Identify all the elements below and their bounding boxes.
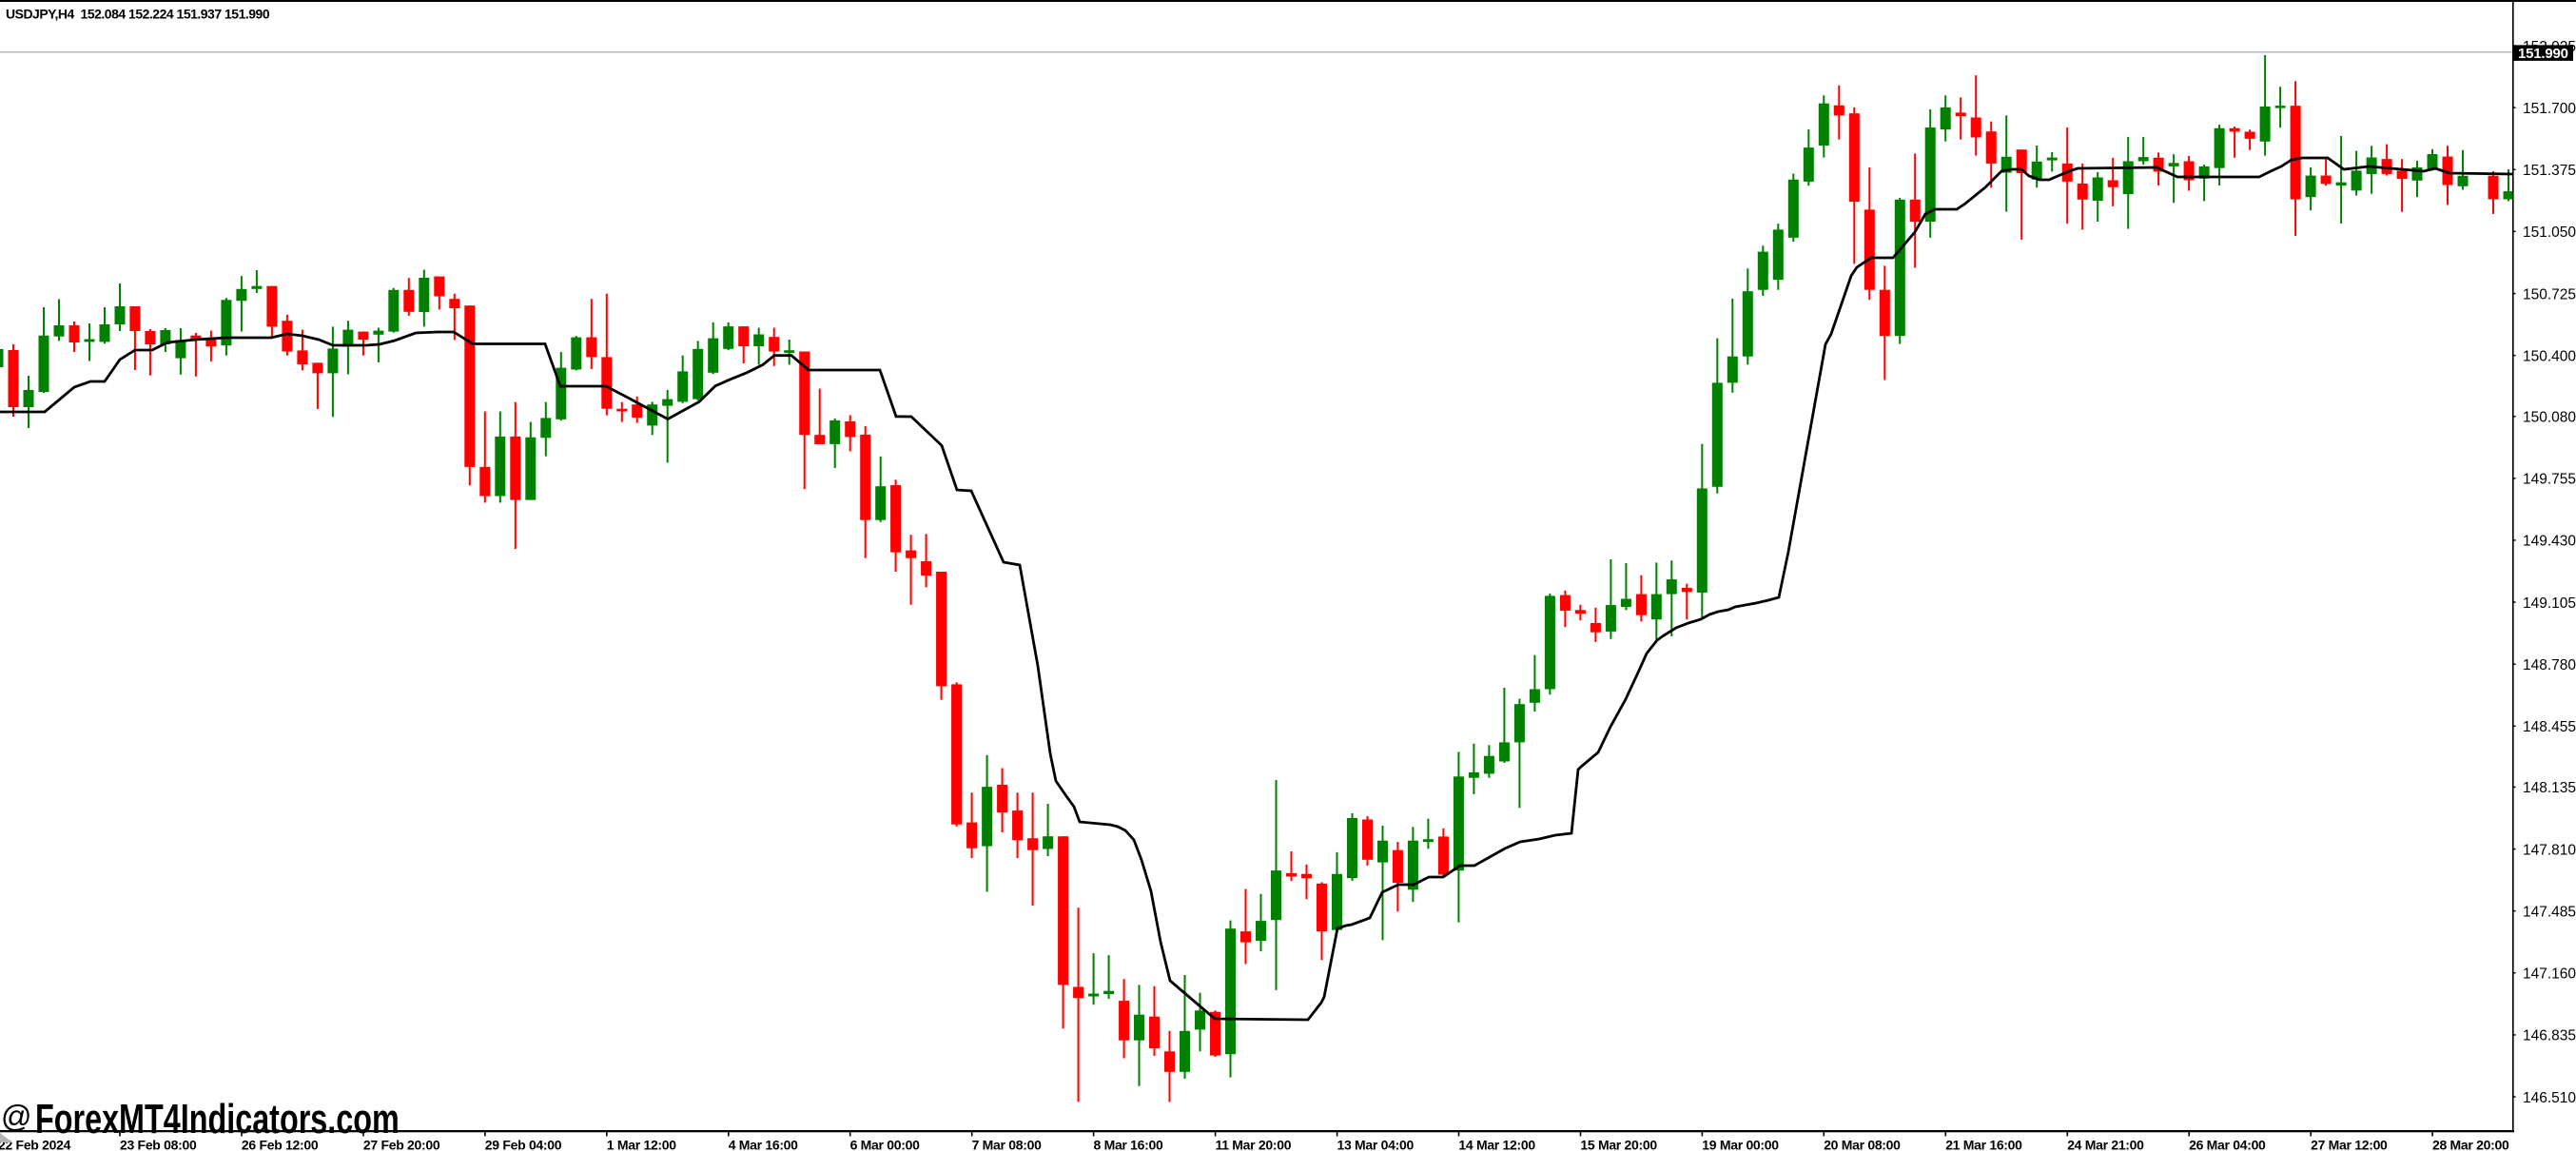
svg-text:146.510: 146.510 (2523, 1090, 2576, 1106)
svg-text:148.780: 148.780 (2523, 657, 2576, 673)
svg-text:151.990: 151.990 (2518, 46, 2568, 62)
svg-text:148.135: 148.135 (2523, 780, 2576, 796)
svg-text:1 Mar 12:00: 1 Mar 12:00 (607, 1138, 676, 1151)
svg-text:6 Mar 00:00: 6 Mar 00:00 (850, 1138, 920, 1151)
svg-text:11 Mar 20:00: 11 Mar 20:00 (1216, 1138, 1292, 1151)
svg-text:ForexMT4Indicators.com: ForexMT4Indicators.com (35, 1096, 400, 1142)
svg-text:26 Feb 12:00: 26 Feb 12:00 (242, 1138, 319, 1151)
svg-text:13 Mar 04:00: 13 Mar 04:00 (1337, 1138, 1415, 1151)
svg-text:151.375: 151.375 (2523, 163, 2576, 179)
svg-text:26 Mar 04:00: 26 Mar 04:00 (2189, 1138, 2266, 1151)
svg-text:150.080: 150.080 (2523, 410, 2576, 426)
svg-text:148.455: 148.455 (2523, 719, 2576, 735)
svg-text:20 Mar 08:00: 20 Mar 08:00 (1824, 1138, 1901, 1151)
svg-text:22 Feb 2024: 22 Feb 2024 (0, 1138, 71, 1151)
svg-text:149.430: 149.430 (2523, 534, 2576, 550)
svg-text:147.160: 147.160 (2523, 966, 2576, 983)
svg-text:USDJPY,H4 152.084 152.224 151: USDJPY,H4 152.084 152.224 151.937 151.99… (6, 6, 270, 21)
svg-text:15 Mar 20:00: 15 Mar 20:00 (1580, 1138, 1657, 1151)
svg-text:149.755: 149.755 (2523, 472, 2576, 488)
svg-text:7 Mar 08:00: 7 Mar 08:00 (972, 1138, 1042, 1151)
svg-text:151.050: 151.050 (2523, 224, 2576, 241)
svg-text:4 Mar 16:00: 4 Mar 16:00 (729, 1138, 798, 1151)
svg-text:24 Mar 21:00: 24 Mar 21:00 (2067, 1138, 2144, 1151)
svg-text:29 Feb 04:00: 29 Feb 04:00 (485, 1138, 562, 1151)
svg-text:23 Feb 08:00: 23 Feb 08:00 (120, 1138, 197, 1151)
svg-text:21 Mar 16:00: 21 Mar 16:00 (1945, 1138, 2022, 1151)
svg-text:147.810: 147.810 (2523, 842, 2576, 858)
svg-text:150.400: 150.400 (2523, 348, 2576, 364)
svg-text:146.835: 146.835 (2523, 1028, 2576, 1044)
svg-text:150.725: 150.725 (2523, 286, 2576, 302)
svg-text:14 Mar 12:00: 14 Mar 12:00 (1458, 1138, 1535, 1151)
svg-text:149.105: 149.105 (2523, 595, 2576, 612)
svg-text:151.700: 151.700 (2523, 101, 2576, 117)
svg-text:8 Mar 16:00: 8 Mar 16:00 (1094, 1138, 1163, 1151)
svg-text:19 Mar 00:00: 19 Mar 00:00 (1702, 1138, 1779, 1151)
svg-text:147.485: 147.485 (2523, 904, 2576, 920)
svg-text:@: @ (1, 1100, 31, 1134)
svg-text:27 Mar 12:00: 27 Mar 12:00 (2311, 1138, 2388, 1151)
svg-text:27 Feb 20:00: 27 Feb 20:00 (363, 1138, 440, 1151)
svg-text:28 Mar 20:00: 28 Mar 20:00 (2432, 1138, 2509, 1151)
